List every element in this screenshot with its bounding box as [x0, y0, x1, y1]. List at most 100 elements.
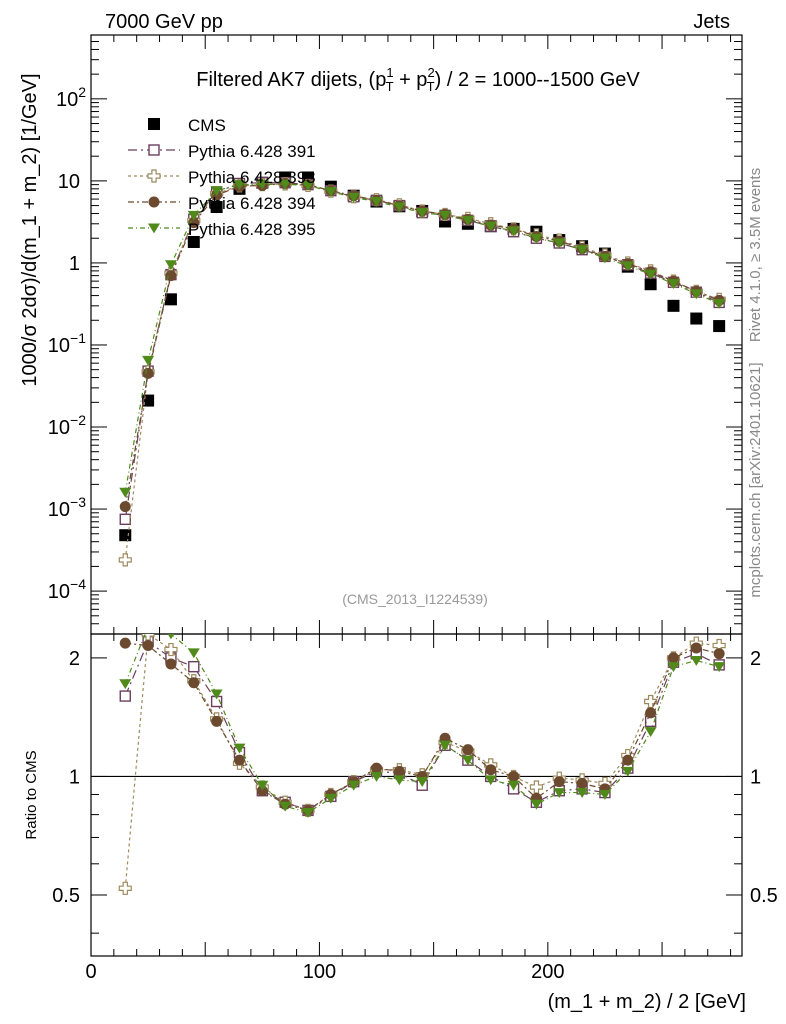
data-point-cms [644, 278, 657, 291]
ratio-point-pythia-6-428-394 [233, 754, 245, 766]
data-point-cms [690, 312, 703, 325]
x-axis-title: (m_1 + m_2) / 2 [GeV] [548, 991, 746, 1013]
data-point-pythia-6-428-395 [142, 355, 155, 366]
ratio-point-pythia-6-428-394 [576, 777, 588, 789]
data-point-pythia-6-428-395 [279, 179, 292, 190]
ratio-point-pythia-6-428-395 [142, 622, 154, 632]
ratio-tick-label: 2 [69, 648, 80, 670]
data-point-pythia-6-428-395 [576, 245, 589, 256]
ratio-point-pythia-6-428-394 [645, 707, 657, 719]
chart-title: Filtered AK7 dijets, (p1 T + p2 T) / 2 = 1… [196, 65, 640, 94]
ratio-point-pythia-6-428-394 [188, 677, 200, 689]
x-tick-label: 100 [303, 961, 336, 983]
ratio-tick-label-right: 2 [750, 648, 761, 670]
ratio-point-pythia-6-428-394 [211, 715, 223, 727]
ratio-point-pythia-6-428-393 [644, 694, 658, 709]
ratio-point-pythia-6-428-394 [485, 764, 497, 776]
data-point-pythia-6-428-395 [553, 238, 566, 249]
ratio-point-pythia-6-428-395 [530, 799, 543, 810]
ratio-tick-label: 1 [69, 766, 80, 788]
ratio-point-pythia-6-428-393 [164, 642, 178, 657]
legend-marker-pythia-6-428-391 [148, 144, 160, 156]
ratio-point-pythia-6-428-394 [393, 765, 405, 777]
data-point-cms [667, 299, 680, 312]
data-point-pythia-6-428-395 [324, 187, 337, 198]
legend-marker-pythia-6-428-394 [148, 196, 160, 208]
data-point-pythia-6-428-395 [439, 210, 452, 221]
legend-label-cms: CMS [188, 116, 226, 135]
ratio-tick-label: 0.5 [52, 885, 80, 907]
y-axis-title: 1000/σ 2dσ)/d(m_1 + m_2) [1/GeV] [19, 73, 41, 386]
ratio-point-pythia-6-428-394 [553, 776, 565, 788]
ratio-point-pythia-6-428-395 [439, 740, 452, 751]
ratio-point-pythia-6-428-395 [393, 775, 406, 786]
data-point-pythia-6-428-395 [530, 233, 543, 244]
legend-label-pythia-6-428-391: Pythia 6.428 391 [188, 142, 316, 161]
x-tick-label: 200 [531, 961, 564, 983]
ratio-point-pythia-6-428-391 [188, 660, 200, 673]
ratio-point-pythia-6-428-394 [371, 762, 383, 774]
data-point-pythia-6-428-395 [187, 210, 200, 221]
ratio-point-pythia-6-428-394 [622, 754, 634, 766]
data-point-pythia-6-428-395 [507, 226, 520, 237]
ratio-point-pythia-6-428-395 [347, 780, 360, 791]
ratio-point-pythia-6-428-395 [621, 766, 634, 777]
legend-marker-pythia-6-428-393 [147, 169, 161, 183]
ratio-point-pythia-6-428-394 [667, 652, 679, 664]
y-tick-label: 10−2 [48, 412, 86, 439]
ratio-point-pythia-6-428-395 [302, 807, 314, 818]
ratio-point-pythia-6-428-394 [119, 637, 131, 649]
ratio-point-pythia-6-428-395 [690, 655, 703, 666]
data-point-cms [210, 201, 223, 214]
ratio-axis-title: Ratio to CMS [23, 750, 40, 839]
series-line-pythia-6-428-394 [124, 182, 720, 507]
data-point-cms [713, 320, 726, 333]
ratio-tick-label-right: 1 [750, 766, 761, 788]
ratio-point-pythia-6-428-391 [119, 690, 131, 702]
ratio-point-pythia-6-428-393 [118, 881, 132, 895]
ratio-point-pythia-6-428-395 [210, 689, 223, 700]
data-point-pythia-6-428-395 [210, 186, 223, 197]
ratio-point-pythia-6-428-395 [416, 777, 429, 788]
data-point-pythia-6-428-395 [302, 180, 314, 191]
data-point-pythia-6-428-395 [347, 192, 360, 203]
ratio-point-pythia-6-428-395 [187, 648, 200, 659]
ratio-data-layer [118, 622, 726, 895]
ratio-point-pythia-6-428-394 [713, 648, 725, 660]
main-data-layer [118, 171, 726, 567]
ratio-point-pythia-6-428-394 [165, 658, 177, 670]
rivet-label: Rivet 4.1.0, ≥ 3.5M events [747, 168, 764, 342]
mcplots-label: mcplots.cern.ch [arXiv:2401.10621] [747, 362, 764, 597]
data-point-pythia-6-428-394 [119, 501, 131, 513]
data-point-pythia-6-428-395 [713, 299, 726, 309]
data-point-cms [187, 235, 200, 248]
ratio-point-pythia-6-428-395 [324, 793, 337, 804]
ratio-point-pythia-6-428-395 [370, 771, 383, 782]
ratio-point-pythia-6-428-395 [713, 662, 726, 673]
legend-label-pythia-6-428-395: Pythia 6.428 395 [188, 220, 316, 239]
ratio-point-pythia-6-428-394 [690, 642, 702, 654]
ratio-line-pythia-6-428-395 [124, 634, 720, 814]
data-point-pythia-6-428-395 [256, 179, 269, 190]
ratio-point-pythia-6-428-395 [119, 679, 132, 690]
ratio-point-pythia-6-428-395 [167, 634, 175, 640]
ratio-point-pythia-6-428-394 [508, 770, 520, 782]
data-point-cms [164, 293, 177, 306]
ratio-point-pythia-6-428-395 [667, 662, 680, 673]
ratio-point-pythia-6-428-394 [462, 744, 474, 756]
legend-marker-cms [148, 118, 160, 130]
ratio-point-pythia-6-428-395 [484, 775, 497, 786]
data-point-pythia-6-428-394 [142, 367, 154, 379]
y-tick-label: 10−1 [48, 330, 86, 357]
legend-marker-pythia-6-428-395 [148, 223, 160, 234]
legend: CMS Pythia 6.428 391 Pythia 6.428 393 Pythi… [128, 116, 316, 239]
y-tick-label: 102 [56, 84, 86, 111]
y-tick-label: 10 [58, 171, 80, 193]
ratio-point-pythia-6-428-394 [142, 640, 154, 652]
data-point-cms [119, 529, 132, 542]
y-tick-label: 10−4 [48, 576, 86, 603]
data-point-pythia-6-428-395 [621, 261, 634, 272]
ratio-point-pythia-6-428-395 [576, 788, 589, 798]
data-point-pythia-6-428-391 [119, 513, 131, 526]
ratio-tick-label-right: 0.5 [750, 885, 778, 907]
